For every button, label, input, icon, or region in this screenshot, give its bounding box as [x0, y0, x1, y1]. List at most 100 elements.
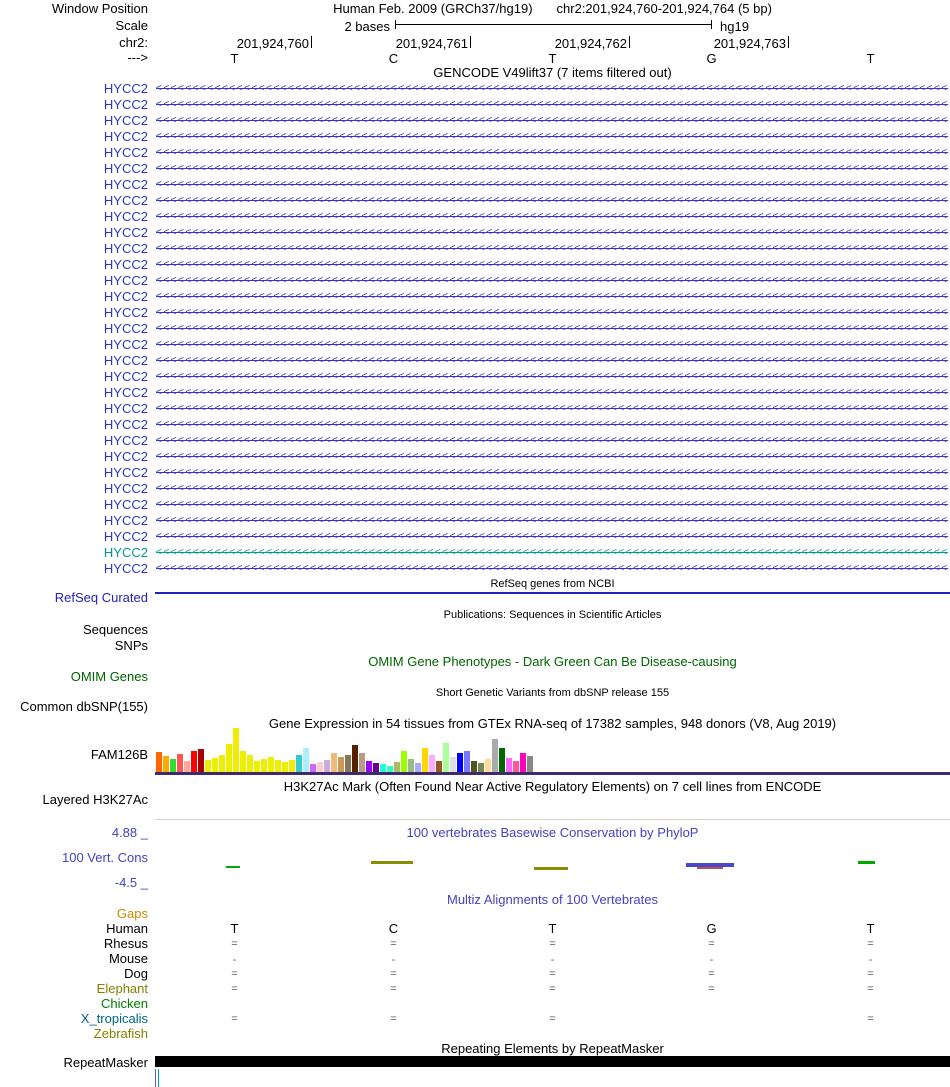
gene-row[interactable]: HYCC2 <<<<<<<<<<<<<<<<<<<<<<<<<<<<<<<<<<<…: [0, 337, 950, 353]
gtex-title[interactable]: Gene Expression in 54 tissues from GTEx …: [268, 716, 837, 731]
gene-intron-arrows[interactable]: <<<<<<<<<<<<<<<<<<<<<<<<<<<<<<<<<<<<<<<<…: [156, 161, 948, 176]
gene-intron-arrows[interactable]: <<<<<<<<<<<<<<<<<<<<<<<<<<<<<<<<<<<<<<<<…: [156, 353, 948, 368]
gene-intron-arrows[interactable]: <<<<<<<<<<<<<<<<<<<<<<<<<<<<<<<<<<<<<<<<…: [156, 97, 948, 112]
gtex-bar[interactable]: [359, 753, 365, 772]
gene-intron-arrows[interactable]: <<<<<<<<<<<<<<<<<<<<<<<<<<<<<<<<<<<<<<<<…: [156, 193, 948, 208]
species-label[interactable]: Rhesus: [103, 936, 148, 951]
gtex-bar[interactable]: [401, 751, 407, 772]
gene-intron-arrows[interactable]: <<<<<<<<<<<<<<<<<<<<<<<<<<<<<<<<<<<<<<<<…: [156, 257, 948, 272]
gtex-bar[interactable]: [415, 763, 421, 772]
gene-row[interactable]: HYCC2 <<<<<<<<<<<<<<<<<<<<<<<<<<<<<<<<<<<…: [0, 529, 950, 545]
gtex-bar[interactable]: [513, 761, 519, 772]
gene-label[interactable]: HYCC2: [103, 545, 148, 560]
gene-row[interactable]: HYCC2 <<<<<<<<<<<<<<<<<<<<<<<<<<<<<<<<<<<…: [0, 145, 950, 161]
gene-label[interactable]: HYCC2: [103, 129, 148, 144]
gtex-bar[interactable]: [457, 753, 463, 772]
gtex-bar[interactable]: [254, 761, 260, 772]
gtex-bar[interactable]: [408, 759, 414, 772]
gene-intron-arrows[interactable]: <<<<<<<<<<<<<<<<<<<<<<<<<<<<<<<<<<<<<<<<…: [156, 209, 948, 224]
gene-row[interactable]: HYCC2 <<<<<<<<<<<<<<<<<<<<<<<<<<<<<<<<<<<…: [0, 353, 950, 369]
gtex-bar[interactable]: [478, 763, 484, 772]
gene-row[interactable]: HYCC2 <<<<<<<<<<<<<<<<<<<<<<<<<<<<<<<<<<<…: [0, 321, 950, 337]
gene-label[interactable]: HYCC2: [103, 465, 148, 480]
gtex-baseline[interactable]: [155, 772, 950, 775]
gtex-bar[interactable]: [282, 762, 288, 772]
gene-intron-arrows[interactable]: <<<<<<<<<<<<<<<<<<<<<<<<<<<<<<<<<<<<<<<<…: [156, 545, 948, 560]
gene-label[interactable]: HYCC2: [103, 161, 148, 176]
gene-row[interactable]: HYCC2 <<<<<<<<<<<<<<<<<<<<<<<<<<<<<<<<<<<…: [0, 273, 950, 289]
gene-label[interactable]: HYCC2: [103, 209, 148, 224]
gene-intron-arrows[interactable]: <<<<<<<<<<<<<<<<<<<<<<<<<<<<<<<<<<<<<<<<…: [156, 177, 948, 192]
gene-row[interactable]: HYCC2 <<<<<<<<<<<<<<<<<<<<<<<<<<<<<<<<<<<…: [0, 225, 950, 241]
omim-track-label[interactable]: OMIM Genes: [70, 669, 148, 684]
species-label[interactable]: Gaps: [116, 906, 148, 921]
gene-row[interactable]: HYCC2 <<<<<<<<<<<<<<<<<<<<<<<<<<<<<<<<<<<…: [0, 289, 950, 305]
gene-label[interactable]: HYCC2: [103, 385, 148, 400]
gtex-bar[interactable]: [233, 728, 239, 772]
gene-label[interactable]: HYCC2: [103, 225, 148, 240]
gtex-bar[interactable]: [184, 761, 190, 772]
gtex-bar[interactable]: [205, 760, 211, 772]
gene-intron-arrows[interactable]: <<<<<<<<<<<<<<<<<<<<<<<<<<<<<<<<<<<<<<<<…: [156, 513, 948, 528]
gene-row[interactable]: HYCC2 <<<<<<<<<<<<<<<<<<<<<<<<<<<<<<<<<<<…: [0, 449, 950, 465]
gene-label[interactable]: HYCC2: [103, 113, 148, 128]
gtex-bar[interactable]: [219, 755, 225, 772]
phylop-track-label[interactable]: 100 Vert. Cons: [62, 850, 148, 865]
gene-intron-arrows[interactable]: <<<<<<<<<<<<<<<<<<<<<<<<<<<<<<<<<<<<<<<<…: [156, 497, 948, 512]
gene-row[interactable]: HYCC2 <<<<<<<<<<<<<<<<<<<<<<<<<<<<<<<<<<<…: [0, 113, 950, 129]
gene-intron-arrows[interactable]: <<<<<<<<<<<<<<<<<<<<<<<<<<<<<<<<<<<<<<<<…: [156, 401, 948, 416]
multiz-title[interactable]: Multiz Alignments of 100 Vertebrates: [446, 892, 658, 907]
gtex-bar[interactable]: [338, 757, 344, 772]
repeatmasker-bar[interactable]: [155, 1056, 950, 1067]
gene-label[interactable]: HYCC2: [103, 369, 148, 384]
gtex-bar[interactable]: [163, 756, 169, 772]
gene-intron-arrows[interactable]: <<<<<<<<<<<<<<<<<<<<<<<<<<<<<<<<<<<<<<<<…: [156, 273, 948, 288]
gene-label[interactable]: HYCC2: [103, 81, 148, 96]
gene-label[interactable]: HYCC2: [103, 241, 148, 256]
gtex-bar[interactable]: [226, 744, 232, 772]
gtex-bar[interactable]: [527, 756, 533, 772]
gene-label[interactable]: HYCC2: [103, 433, 148, 448]
gtex-bar[interactable]: [275, 760, 281, 772]
gene-label[interactable]: HYCC2: [103, 321, 148, 336]
refseq-track-label[interactable]: RefSeq Curated: [54, 590, 148, 605]
gene-label[interactable]: HYCC2: [103, 449, 148, 464]
gene-row[interactable]: HYCC2 <<<<<<<<<<<<<<<<<<<<<<<<<<<<<<<<<<<…: [0, 497, 950, 513]
gtex-bar[interactable]: [170, 759, 176, 772]
gtex-bar[interactable]: [464, 751, 470, 772]
gene-intron-arrows[interactable]: <<<<<<<<<<<<<<<<<<<<<<<<<<<<<<<<<<<<<<<<…: [156, 529, 948, 544]
gene-intron-arrows[interactable]: <<<<<<<<<<<<<<<<<<<<<<<<<<<<<<<<<<<<<<<<…: [156, 305, 948, 320]
h3k27ac-title[interactable]: H3K27Ac Mark (Often Found Near Active Re…: [283, 779, 822, 794]
gtex-bar[interactable]: [296, 755, 302, 772]
gtex-bar[interactable]: [450, 757, 456, 772]
gtex-bar[interactable]: [261, 759, 267, 772]
gtex-bar[interactable]: [198, 749, 204, 772]
gene-label[interactable]: HYCC2: [103, 305, 148, 320]
phylop-title[interactable]: 100 vertebrates Basewise Conservation by…: [406, 825, 699, 840]
gtex-bar[interactable]: [177, 754, 183, 772]
refseq-gene-line[interactable]: [155, 592, 950, 594]
gene-label[interactable]: HYCC2: [103, 561, 148, 576]
gtex-bar[interactable]: [422, 748, 428, 772]
gene-label[interactable]: HYCC2: [103, 273, 148, 288]
gene-intron-arrows[interactable]: <<<<<<<<<<<<<<<<<<<<<<<<<<<<<<<<<<<<<<<<…: [156, 321, 948, 336]
dbsnp-title[interactable]: Short Genetic Variants from dbSNP releas…: [435, 687, 670, 699]
publications-title[interactable]: Publications: Sequences in Scientific Ar…: [443, 609, 662, 621]
gtex-bar[interactable]: [387, 766, 393, 772]
gene-row[interactable]: HYCC2 <<<<<<<<<<<<<<<<<<<<<<<<<<<<<<<<<<<…: [0, 305, 950, 321]
repeatmasker-title[interactable]: Repeating Elements by RepeatMasker: [441, 1041, 664, 1056]
gene-label[interactable]: HYCC2: [103, 337, 148, 352]
gene-intron-arrows[interactable]: <<<<<<<<<<<<<<<<<<<<<<<<<<<<<<<<<<<<<<<<…: [156, 417, 948, 432]
species-label[interactable]: Human: [106, 921, 148, 936]
gene-intron-arrows[interactable]: <<<<<<<<<<<<<<<<<<<<<<<<<<<<<<<<<<<<<<<<…: [156, 465, 948, 480]
gtex-bar[interactable]: [394, 762, 400, 772]
gene-intron-arrows[interactable]: <<<<<<<<<<<<<<<<<<<<<<<<<<<<<<<<<<<<<<<<…: [156, 225, 948, 240]
gene-label[interactable]: HYCC2: [103, 289, 148, 304]
gtex-track-label[interactable]: FAM126B: [90, 747, 148, 762]
omim-title[interactable]: OMIM Gene Phenotypes - Dark Green Can Be…: [368, 654, 737, 669]
species-label[interactable]: Chicken: [101, 996, 148, 1011]
gtex-bar[interactable]: [506, 758, 512, 772]
species-label[interactable]: Elephant: [96, 981, 148, 996]
gene-intron-arrows[interactable]: <<<<<<<<<<<<<<<<<<<<<<<<<<<<<<<<<<<<<<<<…: [156, 81, 948, 96]
species-label[interactable]: X_tropicalis: [80, 1011, 148, 1026]
